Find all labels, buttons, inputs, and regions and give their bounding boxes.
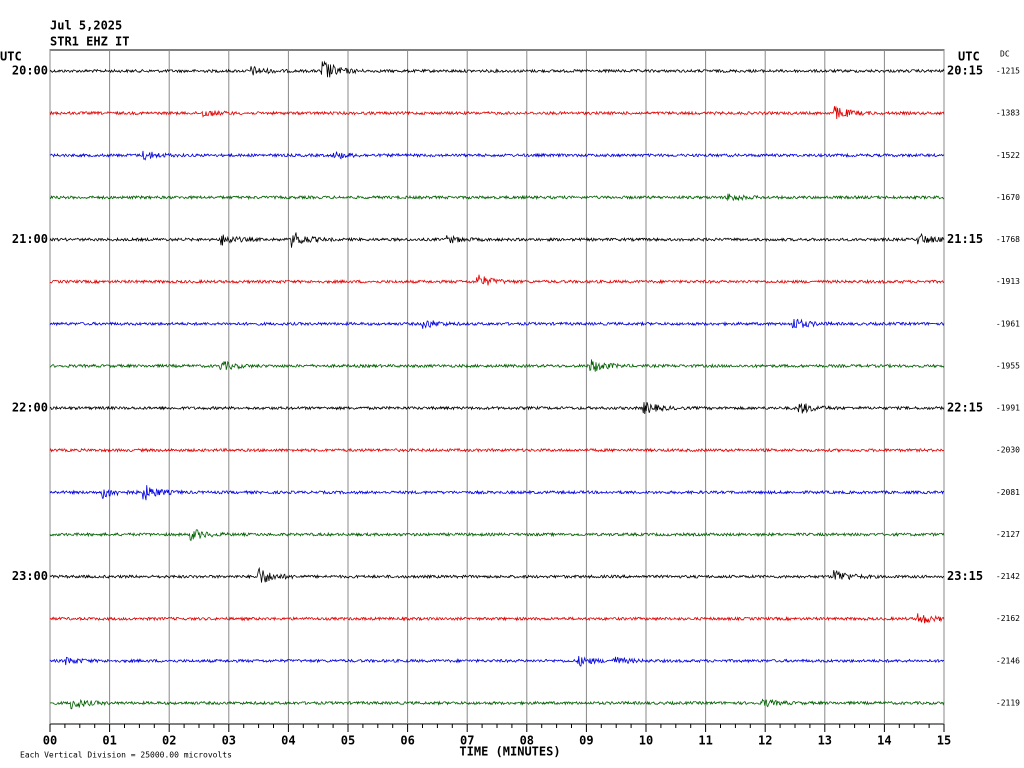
dc-value: -2127 [996,530,1020,539]
dc-value: -1522 [996,151,1020,160]
trace [49,193,945,202]
left-axis-title: UTC [0,50,22,64]
right-axis-title: UTC [958,50,980,64]
left-hour-label: 22:00 [12,401,48,415]
x-tick-label: 08 [520,734,534,748]
trace [49,232,945,248]
x-tick-label: 06 [400,734,414,748]
right-hour-label: 23:15 [947,569,983,583]
x-axis-title: TIME (MINUTES) [459,745,560,759]
trace [49,318,945,329]
left-hour-label: 21:00 [12,232,48,246]
x-tick-label: 11 [698,734,712,748]
x-tick-label: 03 [222,734,236,748]
left-hour-label: 20:00 [12,64,48,78]
date: Jul 5,2025 [50,19,122,33]
x-tick-label: 02 [162,734,176,748]
x-tick-label: 09 [579,734,593,748]
trace [49,485,945,501]
dc-value: -2081 [996,488,1020,497]
dc-value: -2030 [996,446,1020,455]
dc-value: -1955 [996,361,1020,370]
trace [49,613,945,624]
dc-value: -2142 [996,572,1020,581]
dc-value: -2119 [996,699,1020,708]
dc-value: -1768 [996,235,1020,244]
right-hour-label: 22:15 [947,401,983,415]
dc-value: -1961 [996,319,1020,328]
plot-frame [49,49,945,725]
trace [49,106,945,120]
x-tick-label: 12 [758,734,772,748]
right-hour-label: 20:15 [947,64,983,78]
dc-value: -2146 [996,656,1020,665]
dc-value: -1913 [996,277,1020,286]
x-tick-label: 10 [639,734,653,748]
trace [49,529,945,542]
dc-value: -1383 [996,109,1020,118]
trace [49,566,945,583]
trace [49,60,945,78]
trace [49,274,945,286]
right-hour-label: 21:15 [947,232,983,246]
trace [49,698,945,710]
trace [49,656,945,667]
dc-value: -1215 [996,67,1020,76]
trace [49,402,945,414]
footer: Each Vertical Division = 25000.00 microv… [20,751,232,760]
dc-value: -1670 [996,193,1020,202]
x-tick-label: 05 [341,734,355,748]
dc-value: -2162 [996,614,1020,623]
x-tick-label: 00 [43,734,57,748]
x-tick-label: 07 [460,734,474,748]
trace [49,150,945,161]
x-tick-label: 01 [102,734,116,748]
trace [49,447,945,453]
x-tick-label: 15 [937,734,951,748]
station: STR1 EHZ IT [50,35,129,49]
trace [49,359,945,372]
dc-value: -1991 [996,404,1020,413]
left-hour-label: 23:00 [12,569,48,583]
dc-title: DC [1000,50,1010,59]
x-tick-label: 04 [281,734,295,748]
x-tick-label: 14 [877,734,891,748]
x-tick-label: 13 [818,734,832,748]
